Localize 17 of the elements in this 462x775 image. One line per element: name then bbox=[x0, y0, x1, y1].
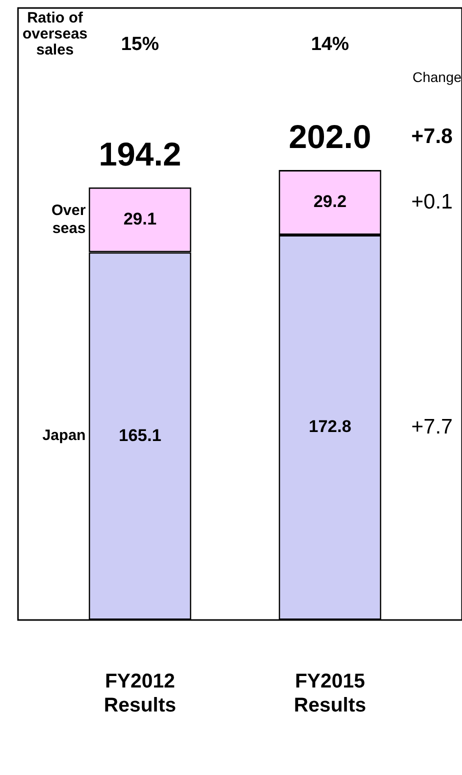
annotation: +0.1 bbox=[411, 190, 453, 214]
total-label: 194.2 bbox=[98, 135, 182, 172]
text: +7.8 bbox=[411, 124, 454, 148]
data-label: 29.2 bbox=[313, 192, 347, 212]
total-label: 202.0 bbox=[288, 118, 372, 155]
text: Ratio of overseas sales bbox=[22, 10, 88, 59]
data-label: 165.1 bbox=[118, 426, 162, 445]
series-label: Japan bbox=[42, 427, 86, 444]
annotation: +7.7 bbox=[411, 415, 453, 438]
x-tick-label: FY2015 Results bbox=[294, 670, 366, 717]
text: Change bbox=[412, 68, 462, 85]
text: 15% bbox=[120, 34, 160, 56]
x-tick-label: FY2012 Results bbox=[104, 670, 176, 717]
text: 14% bbox=[310, 34, 350, 56]
data-label: 29.1 bbox=[123, 209, 157, 228]
data-label: 172.8 bbox=[308, 417, 352, 436]
series-label: Over seas bbox=[51, 202, 86, 237]
